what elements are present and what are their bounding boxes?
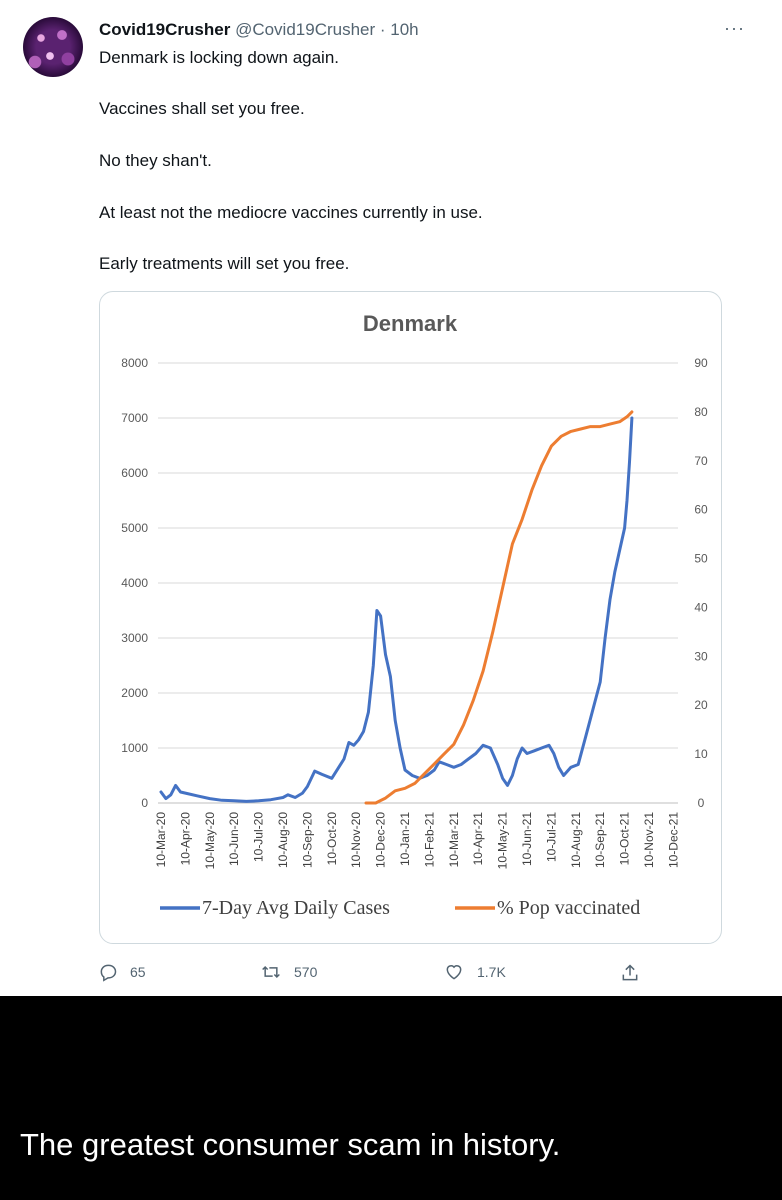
retweet-button[interactable]: 570 bbox=[260, 962, 317, 982]
like-count: 1.7K bbox=[477, 964, 506, 980]
y-right-tick-label: 70 bbox=[694, 454, 708, 468]
x-tick-label: 10-Apr-20 bbox=[178, 812, 192, 866]
y-right-tick-label: 80 bbox=[694, 405, 708, 419]
x-tick-label: 10-Jul-21 bbox=[544, 812, 558, 862]
x-tick-label: 10-Feb-21 bbox=[422, 812, 436, 868]
x-tick-label: 10-Sep-21 bbox=[593, 812, 607, 868]
tweet-text-line-2: Vaccines shall set you free. bbox=[99, 99, 305, 118]
like-button[interactable]: 1.7K bbox=[443, 962, 506, 982]
chart-image[interactable]: Denmark 0 1000 2000 3000 4000 5000 6000 7000 8000… bbox=[99, 291, 722, 944]
x-tick-label: 10-Dec-20 bbox=[374, 812, 388, 868]
x-tick-label: 10-Mar-20 bbox=[154, 812, 168, 868]
x-tick-label: 10-Oct-20 bbox=[325, 812, 339, 866]
y-left-tick-label: 8000 bbox=[121, 356, 148, 370]
y-left-tick-label: 0 bbox=[141, 796, 148, 810]
x-tick-label: 10-Jun-21 bbox=[520, 812, 534, 866]
share-icon bbox=[622, 964, 638, 981]
retweet-icon bbox=[262, 965, 280, 979]
y-right-tick-label: 40 bbox=[694, 600, 708, 614]
timestamp[interactable]: · 10h bbox=[379, 20, 419, 39]
display-name[interactable]: Covid19Crusher bbox=[99, 20, 231, 39]
caption: The greatest consumer scam in history. bbox=[20, 1127, 561, 1162]
y-right-tick-label: 60 bbox=[694, 503, 708, 517]
reply-icon bbox=[100, 964, 117, 982]
x-tick-label: 10-Jan-21 bbox=[398, 812, 412, 866]
x-tick-label: 10-Dec-21 bbox=[666, 812, 680, 868]
tweet-text-line-4: At least not the mediocre vaccines curre… bbox=[99, 203, 483, 222]
y-right-tick-label: 90 bbox=[694, 356, 708, 370]
y-right-tick-label: 50 bbox=[694, 552, 708, 566]
y-left-tick-label: 6000 bbox=[121, 466, 148, 480]
tweet-text-line-1: Denmark is locking down again. bbox=[99, 48, 340, 67]
reply-button[interactable]: 65 bbox=[98, 962, 146, 982]
x-tick-label: 10-Nov-20 bbox=[349, 812, 363, 868]
retweet-count: 570 bbox=[294, 964, 318, 980]
y-right-tick-label: 10 bbox=[694, 747, 708, 761]
x-tick-label: 10-Sep-20 bbox=[300, 812, 314, 868]
handle[interactable]: @Covid19Crusher bbox=[235, 20, 376, 39]
x-tick-label: 10-Mar-21 bbox=[447, 812, 461, 868]
more-icon[interactable]: ··· bbox=[724, 18, 745, 38]
reply-count: 65 bbox=[130, 964, 146, 980]
y-right-tick-label: 0 bbox=[698, 796, 705, 810]
x-tick-label: 10-Aug-21 bbox=[569, 812, 583, 868]
x-tick-label: 10-May-21 bbox=[496, 812, 510, 870]
y-right-tick-label: 30 bbox=[694, 649, 708, 663]
action-bar: 65 570 1.7K bbox=[0, 962, 782, 988]
x-tick-label: 10-Oct-21 bbox=[618, 812, 632, 866]
chart-svg: Denmark 0 1000 2000 3000 4000 5000 6000 7000 8000… bbox=[121, 311, 708, 919]
legend-label: 7-Day Avg Daily Cases bbox=[202, 897, 390, 919]
share-button[interactable] bbox=[620, 962, 640, 984]
y-left-tick-label: 5000 bbox=[121, 521, 148, 535]
y-left-tick-label: 4000 bbox=[121, 576, 148, 590]
x-tick-label: 10-May-20 bbox=[203, 812, 217, 870]
avatar[interactable] bbox=[23, 17, 83, 77]
tweet-header: Covid19Crusher @Covid19Crusher · 10h bbox=[99, 20, 419, 40]
heart-icon bbox=[446, 965, 462, 980]
y-left-tick-label: 1000 bbox=[121, 741, 148, 755]
tweet-card[interactable]: Covid19Crusher @Covid19Crusher · 10h ···… bbox=[0, 0, 782, 996]
y-left-tick-label: 7000 bbox=[121, 411, 148, 425]
vaccinated-series-line bbox=[364, 410, 634, 805]
cases-series-line bbox=[159, 416, 634, 803]
tweet-text-line-5: Early treatments will set you free. bbox=[99, 254, 350, 273]
x-tick-label: 10-Aug-20 bbox=[276, 812, 290, 868]
legend-label: % Pop vaccinated bbox=[497, 897, 640, 919]
chart-title: Denmark bbox=[363, 311, 458, 336]
x-tick-label: 10-Apr-21 bbox=[471, 812, 485, 866]
y-right-tick-label: 20 bbox=[694, 698, 708, 712]
tweet-text-line-3: No they shan't. bbox=[99, 151, 212, 170]
y-left-tick-label: 3000 bbox=[121, 631, 148, 645]
x-tick-label: 10-Nov-21 bbox=[642, 812, 656, 868]
x-tick-label: 10-Jul-20 bbox=[252, 812, 266, 862]
x-tick-label: 10-Jun-20 bbox=[227, 812, 241, 866]
y-left-tick-label: 2000 bbox=[121, 686, 148, 700]
